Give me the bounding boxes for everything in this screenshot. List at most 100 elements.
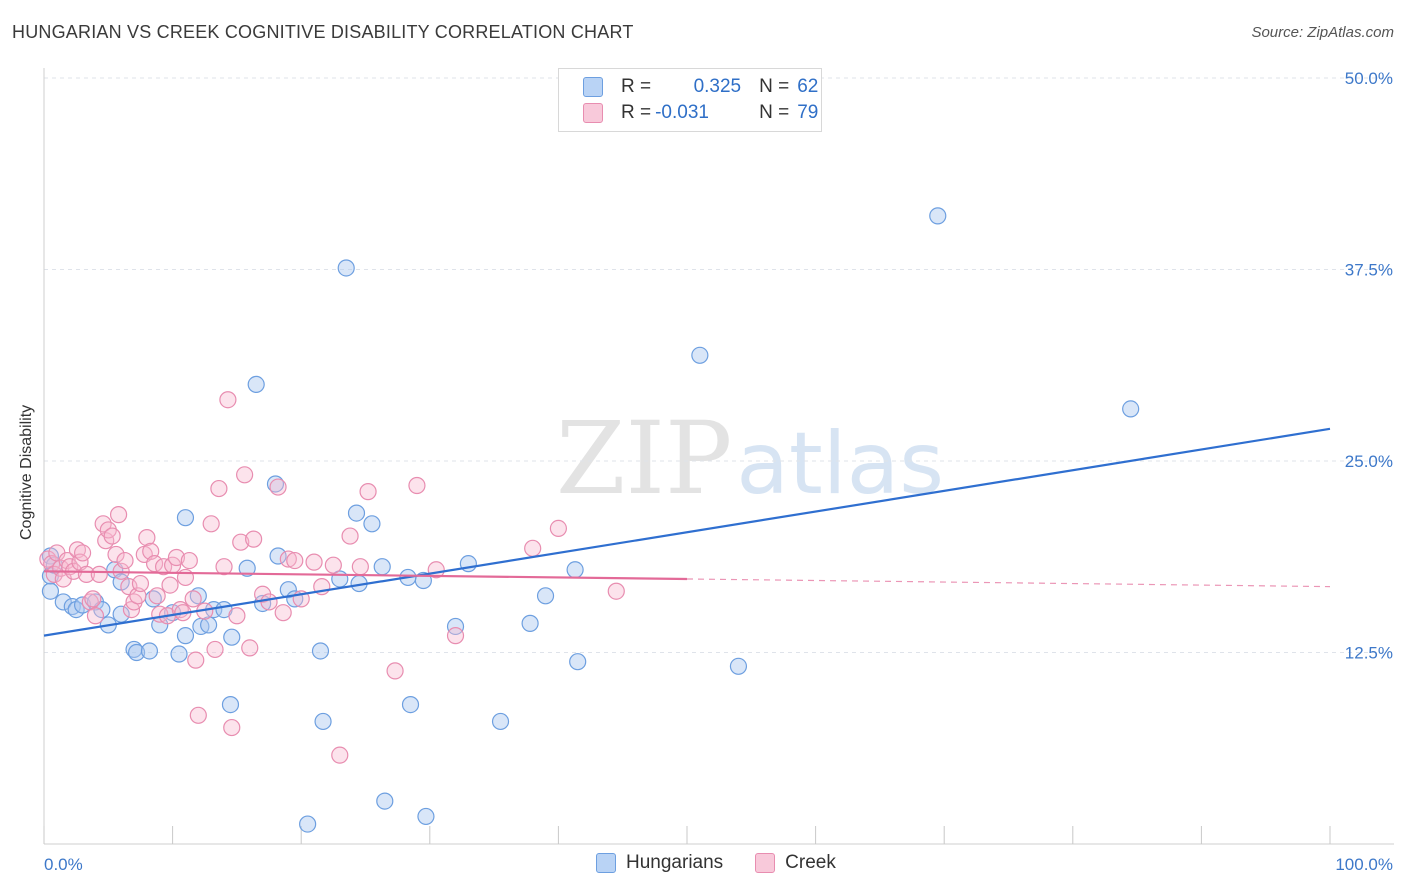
hungarians-point xyxy=(446,617,465,636)
x-tick-label: 0.0% xyxy=(44,855,83,874)
creek-point xyxy=(215,558,233,576)
creek-point xyxy=(138,528,156,547)
hungarians-point xyxy=(401,695,420,714)
hungarians-point xyxy=(54,593,72,611)
y-tick-label: 25.0% xyxy=(1345,452,1393,471)
creek-point xyxy=(359,483,377,501)
hungarians-point xyxy=(337,259,355,277)
x-tick-label: 100.0% xyxy=(1335,855,1393,874)
hungarians-point xyxy=(376,792,394,810)
hungarians-point xyxy=(347,504,366,522)
creek-point xyxy=(324,556,342,574)
creek-point xyxy=(131,574,150,593)
legend-r-label: R = xyxy=(621,76,652,97)
creek-point xyxy=(245,530,263,548)
hungarians-point xyxy=(221,695,240,714)
hungarians-point xyxy=(247,375,265,393)
creek-point xyxy=(86,607,105,625)
creek-point xyxy=(241,639,259,657)
creek-point xyxy=(446,627,465,645)
hungarians-point xyxy=(1122,400,1140,418)
creek-square-icon xyxy=(755,853,776,873)
creek-point xyxy=(236,466,254,484)
creek-point xyxy=(161,576,179,594)
creek-point xyxy=(305,553,323,571)
creek-point xyxy=(90,565,108,583)
hungarians-point xyxy=(729,657,748,675)
creek-point xyxy=(279,550,297,568)
y-tick-label: 12.5% xyxy=(1345,644,1393,663)
creek-point xyxy=(206,640,224,659)
series-legend: Hungarians Creek xyxy=(596,852,868,874)
hungarians-point xyxy=(929,207,947,225)
hungarians-swatch-icon xyxy=(583,77,603,97)
creek-point xyxy=(549,519,568,538)
hungarians-point xyxy=(314,712,332,731)
creek-point xyxy=(386,662,404,680)
creek-point xyxy=(331,746,349,764)
hungarians-point xyxy=(569,653,587,671)
creek-point xyxy=(167,548,186,567)
legend-row-creek: R = -0.031 N = 79 xyxy=(583,101,818,125)
creek-point xyxy=(84,590,102,608)
creek-point xyxy=(184,590,202,608)
creek-point xyxy=(286,551,304,570)
creek-point xyxy=(210,479,228,498)
hungarians-point xyxy=(311,642,330,660)
legend-label-creek: Creek xyxy=(785,852,836,873)
creek-point xyxy=(116,551,134,570)
legend-n-value: 62 xyxy=(797,76,819,97)
creek-point xyxy=(148,587,166,605)
legend-r-value: 0.325 xyxy=(693,76,742,97)
hungarians-point xyxy=(299,815,317,833)
hungarians-point xyxy=(170,645,188,663)
creek-point xyxy=(260,593,278,611)
hungarians-point xyxy=(566,561,584,579)
legend-item-hungarians[interactable]: Hungarians xyxy=(596,852,723,874)
hungarians-square-icon xyxy=(596,853,616,873)
creek-point xyxy=(107,545,125,564)
hungarians-point xyxy=(176,509,195,527)
hungarians-point xyxy=(41,582,60,600)
hungarians-point xyxy=(417,807,435,826)
hungarians-point xyxy=(373,558,391,576)
watermark: ZIPatlas xyxy=(556,400,944,517)
legend-n-label: N = xyxy=(759,76,790,97)
creek-point xyxy=(180,551,198,570)
hungarians-point xyxy=(279,581,297,599)
creek-swatch-icon xyxy=(583,103,603,123)
creek-point xyxy=(223,718,241,737)
legend-item-creek[interactable]: Creek xyxy=(755,852,836,874)
chart-title: HUNGARIAN VS CREEK COGNITIVE DISABILITY … xyxy=(12,22,634,42)
legend-r-label: R = xyxy=(621,102,652,123)
hungarians-trend-line xyxy=(43,427,1331,637)
y-tick-label: 50.0% xyxy=(1345,69,1393,88)
creek-point xyxy=(274,604,292,622)
creek-point xyxy=(607,582,625,600)
watermark-zip: ZIP xyxy=(556,400,733,517)
source-label: Source: ZipAtlas.com xyxy=(1251,24,1394,41)
hungarians-point xyxy=(200,616,218,634)
creek-point xyxy=(109,506,128,524)
hungarians-point xyxy=(521,614,539,632)
legend-n-value: 79 xyxy=(797,102,819,123)
hungarians-point xyxy=(363,515,381,533)
creek-point xyxy=(408,476,426,495)
hungarians-point xyxy=(491,712,510,731)
creek-point xyxy=(341,527,359,545)
hungarians-point xyxy=(238,559,256,577)
creek-point xyxy=(228,607,246,625)
creek-point xyxy=(219,391,237,409)
creek-point xyxy=(187,651,205,669)
hungarians-point xyxy=(127,643,146,662)
creek-point xyxy=(524,539,542,557)
creek-trend-line-extension xyxy=(686,578,1331,588)
y-axis-label: Cognitive Disability xyxy=(18,404,35,540)
legend-n-label: N = xyxy=(759,102,790,123)
creek-point xyxy=(269,478,287,496)
hungarians-point xyxy=(266,475,285,493)
hungarians-point xyxy=(140,642,159,660)
y-tick-label: 37.5% xyxy=(1345,261,1393,280)
hungarians-point xyxy=(189,587,207,605)
creek-point xyxy=(351,558,369,576)
